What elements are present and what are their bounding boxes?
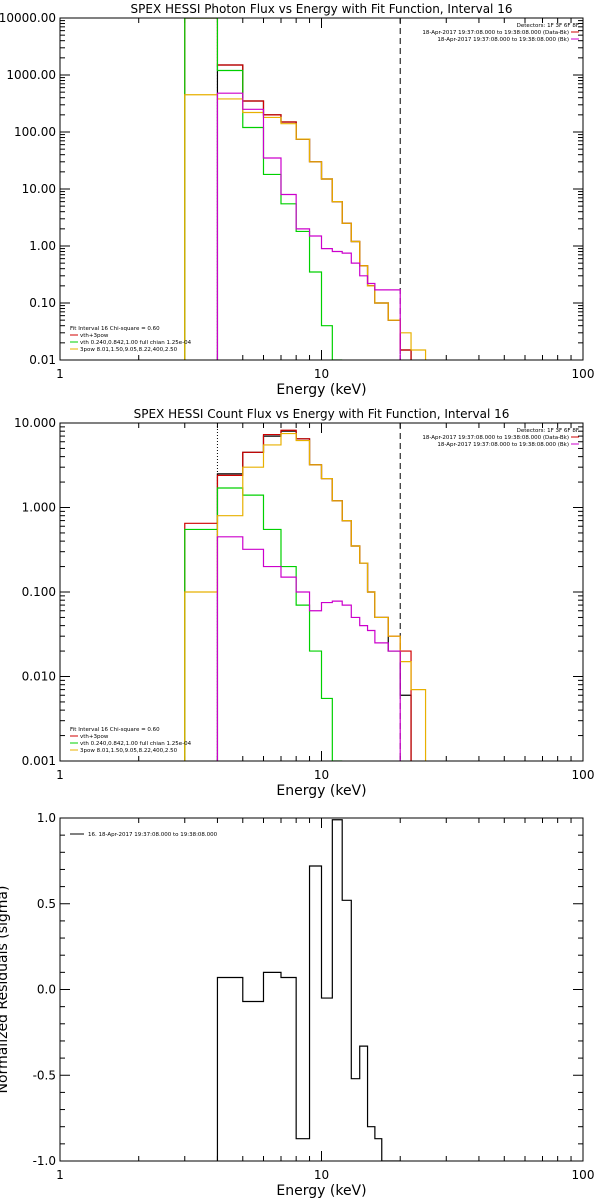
legend-fit-entry: 3pow 8.01,1.50,9.05,8.22,400,2.50 <box>80 748 178 754</box>
y-tick-label: 0.01 <box>29 353 56 367</box>
series-bk <box>216 92 401 360</box>
chart-title: SPEX HESSI Count Flux vs Energy with Fit… <box>134 407 510 421</box>
y-tick-label: 1.000 <box>22 501 56 515</box>
x-tick-label: 1 <box>56 768 64 782</box>
legend-fit-entry: vth+3pow <box>80 333 109 339</box>
x-axis-label: Energy (keV) <box>276 1183 366 1199</box>
series-group <box>216 819 401 1161</box>
y-tick-label: 100.00 <box>14 125 56 139</box>
panel-2: SPEX HESSI Count Flux vs Energy with Fit… <box>14 407 594 799</box>
x-tick-label: 1 <box>56 367 64 381</box>
series-3pow <box>184 432 427 761</box>
plot-frame <box>59 422 584 762</box>
legend-detectors: Detectors: 1F 3F 6F 8F <box>517 428 579 434</box>
y-axis-label: Normalized Residuals (sigma) <box>0 886 11 1094</box>
series-16-18-apr-2017-19-37-08-000-to-19-38-08-000 <box>216 819 401 1161</box>
x-axis-label: Energy (keV) <box>276 783 366 799</box>
y-tick-label: 10.00 <box>22 182 56 196</box>
series-vth-3pow <box>184 18 412 360</box>
x-tick-label: 100 <box>572 768 595 782</box>
y-tick-label: 0.0 <box>37 983 56 997</box>
y-tick-label: 0.5 <box>37 897 56 911</box>
series-bk <box>216 536 401 761</box>
y-tick-label: -0.5 <box>33 1068 56 1082</box>
x-axis-label: Energy (keV) <box>276 382 366 398</box>
series-data-bk <box>216 430 412 761</box>
legend-fit-title: Fit Interval 16 Chi-square = 0.60 <box>70 326 160 332</box>
series-group <box>184 429 427 761</box>
y-tick-label: 10000.00 <box>0 11 56 25</box>
y-tick-label: 0.010 <box>22 670 56 684</box>
x-tick-label: 100 <box>572 367 595 381</box>
series-vth <box>184 18 343 360</box>
y-tick-label: -1.0 <box>33 1154 56 1168</box>
legend-detectors: Detectors: 1F 3F 6F 8F <box>517 23 579 29</box>
legend-data-bk: 18-Apr-2017 19:37:08.000 to 19:38:08.000… <box>422 435 569 441</box>
legend-bk: 18-Apr-2017 19:37:08.000 to 19:38:08.000… <box>437 442 569 448</box>
series-vth-3pow <box>184 429 412 761</box>
plot-frame <box>59 17 584 361</box>
series-group <box>184 18 427 360</box>
legend-fit-entry: vth 0.240,0.842,1.00 full chian 1.25e-04 <box>80 340 192 346</box>
legend-fit-entry: 3pow 8.01,1.50,9.05,8.22,400,2.50 <box>80 347 178 353</box>
panel-1: SPEX HESSI Photon Flux vs Energy with Fi… <box>0 2 594 398</box>
series-vth <box>184 487 343 761</box>
plot-frame <box>59 817 584 1162</box>
panel-3: 1 10 100 -1.0 -0.5 0.0 0.5 1.0 Energy (keV) Norma… <box>0 811 594 1199</box>
legend-data-bk: 18-Apr-2017 19:37:08.000 to 19:38:08.000… <box>422 30 569 36</box>
legend-bk: 18-Apr-2017 19:37:08.000 to 19:38:08.000… <box>437 37 569 43</box>
x-tick-label: 10 <box>314 367 329 381</box>
series-3pow <box>184 94 427 360</box>
y-tick-label: 1.00 <box>29 239 56 253</box>
y-tick-label: 0.001 <box>22 754 56 768</box>
legend-entry: 16. 18-Apr-2017 19:37:08.000 to 19:38:08… <box>88 832 218 838</box>
legend-fit-entry: vth 0.240,0.842,1.00 full chian 1.25e-04 <box>80 741 192 747</box>
y-tick-label: 10.000 <box>14 416 56 430</box>
x-tick-label: 1 <box>56 1168 64 1182</box>
x-tick-label: 100 <box>572 1168 595 1182</box>
legend-fit-title: Fit Interval 16 Chi-square = 0.60 <box>70 727 160 733</box>
y-tick-label: 1.0 <box>37 811 56 825</box>
legend-fit-entry: vth+3pow <box>80 734 109 740</box>
y-tick-label: 0.100 <box>22 585 56 599</box>
chart-title: SPEX HESSI Photon Flux vs Energy with Fi… <box>131 2 513 16</box>
x-tick-label: 10 <box>314 768 329 782</box>
y-tick-label: 0.10 <box>29 296 56 310</box>
y-tick-label: 1000.00 <box>6 68 56 82</box>
x-tick-label: 10 <box>314 1168 329 1182</box>
